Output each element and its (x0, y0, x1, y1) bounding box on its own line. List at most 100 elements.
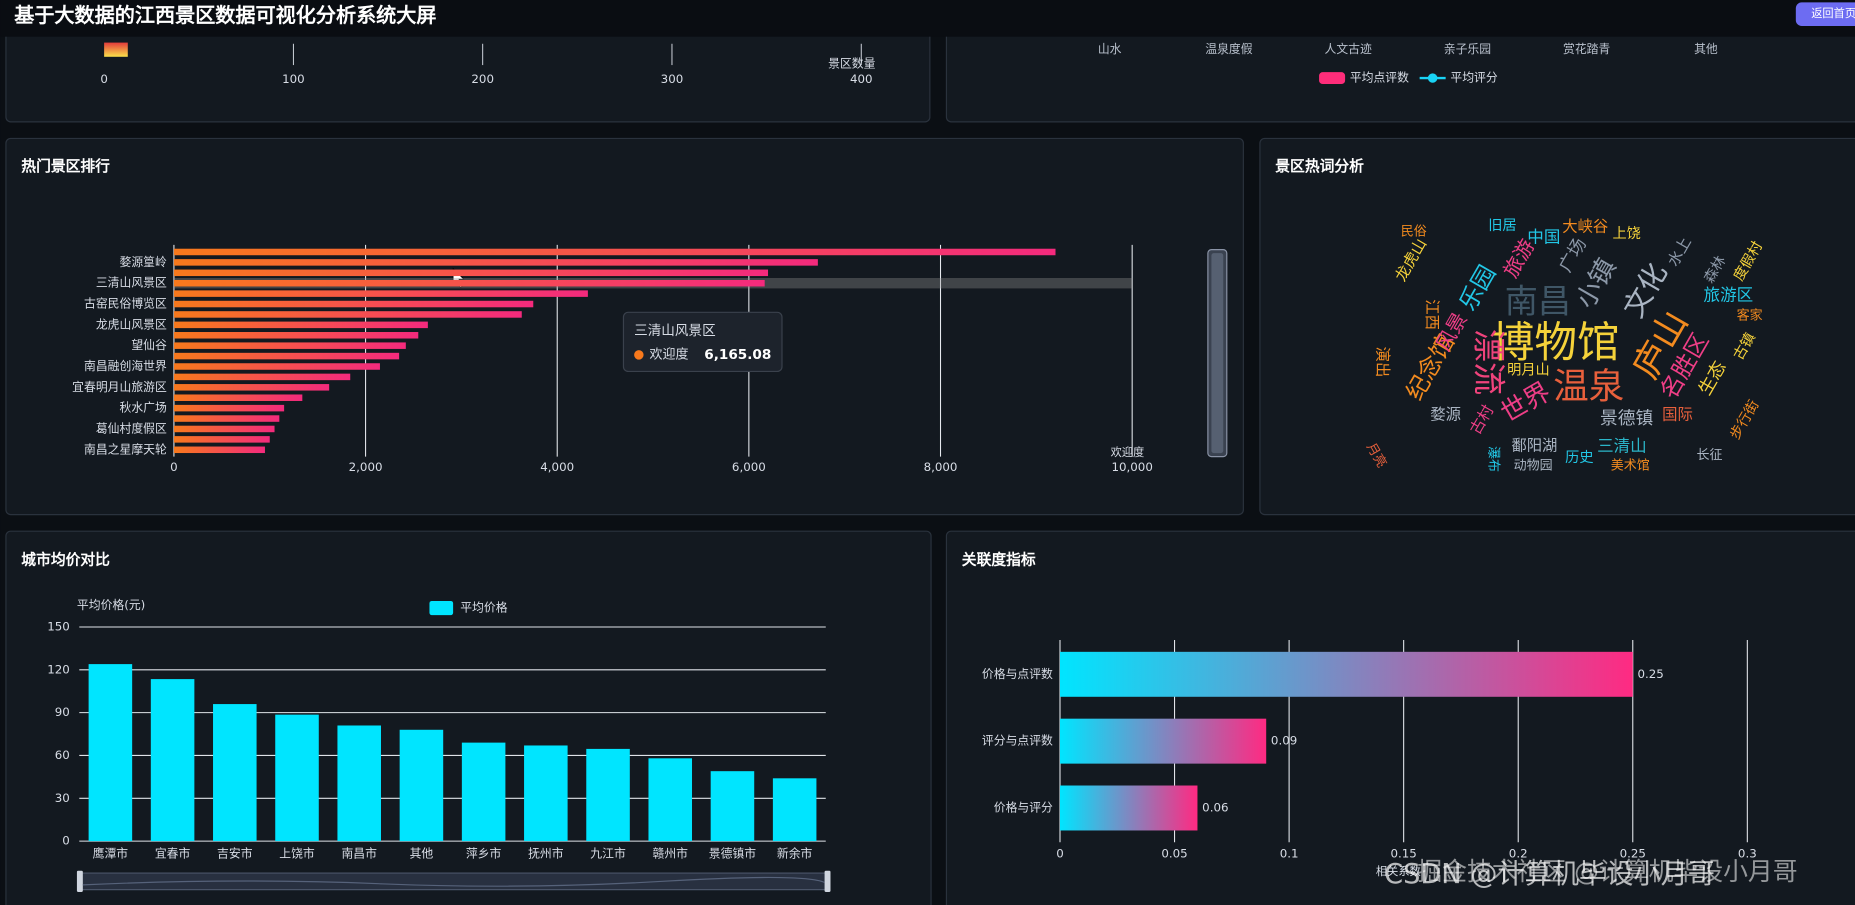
word: 民俗 (1401, 224, 1427, 239)
y-tick-label: 评分与点评数 (982, 734, 1053, 748)
word: 中国 (1527, 227, 1560, 246)
bar (173, 290, 588, 297)
data-zoom-handle[interactable] (76, 870, 83, 892)
word: 瀑布 (1485, 446, 1500, 472)
bar (213, 704, 257, 842)
tooltip-value: 6,165.08 (704, 347, 771, 363)
word: 长征 (1696, 448, 1722, 463)
home-button-label[interactable]: 返回首页 (1811, 6, 1855, 20)
x-tick-label: 吉安市 (217, 847, 253, 861)
legend-swatch (1319, 72, 1346, 84)
word: 温泉 (1553, 366, 1624, 407)
x-tick-label: 8,000 (924, 460, 958, 474)
watermark: 掘金技术社区 @计算机毕设小月哥 (1417, 857, 1797, 886)
value-label: 0.06 (1202, 800, 1228, 814)
bar (337, 725, 381, 842)
bar (1059, 718, 1267, 764)
page-title: 基于大数据的江西景区数据可视化分析系统大屏 (14, 3, 436, 27)
bar (173, 342, 406, 349)
panel-title: 热门景区排行 (21, 157, 110, 175)
x-tick-label: 0 (1056, 847, 1064, 861)
panel-title: 景区热词分析 (1275, 157, 1364, 175)
x-tick-label: 300 (661, 72, 684, 86)
y-tick-label: 价格与评分 (994, 800, 1053, 814)
word: 漂流 (1470, 329, 1509, 395)
bar (710, 771, 755, 842)
word: 鄱阳湖 (1511, 436, 1557, 454)
home-button[interactable] (1795, 2, 1855, 27)
y-tick-label: 古窑民俗博览区 (84, 297, 167, 311)
y-tick-label: 30 (55, 791, 70, 805)
bar (173, 332, 419, 339)
y-tick-label: 望仙谷 (131, 338, 167, 352)
x-tick-label: 鹰潭市 (93, 847, 129, 861)
bar (173, 259, 818, 266)
bar (275, 714, 319, 842)
x-axis-label: 景区数量 (828, 56, 875, 70)
x-tick-label: 宜春市 (155, 847, 191, 861)
x-tick-label: 0.3 (1738, 847, 1757, 861)
word: 上饶 (1612, 226, 1640, 242)
bar (173, 394, 303, 401)
x-tick-label: 赏花踏青 (1563, 42, 1610, 56)
x-tick-label: 100 (282, 72, 305, 86)
bar (173, 384, 330, 391)
tooltip-title: 三清山风景区 (634, 323, 716, 339)
x-axis-label: 相关系数 (1376, 864, 1421, 878)
x-tick-label: 上饶市 (279, 847, 315, 861)
x-tick-label: 人文古迹 (1325, 42, 1372, 56)
bar (173, 373, 351, 381)
y-tick-label: 价格与点评数 (982, 667, 1053, 681)
y-tick-label: 龙虎山风景区 (96, 317, 167, 331)
legend-label: 平均评分 (1450, 71, 1497, 85)
y-tick-label: 秋水广场 (119, 401, 166, 415)
word: 国际 (1662, 406, 1693, 424)
y-tick-label: 葛仙村度假区 (96, 421, 167, 435)
bar (88, 664, 133, 842)
y-tick-label: 南昌融创海世界 (84, 359, 167, 373)
visual-map (104, 42, 128, 57)
word: 历史 (1565, 450, 1593, 466)
word: 客家 (1737, 307, 1763, 323)
word: 博物馆 (1492, 318, 1620, 368)
bar (648, 758, 693, 842)
panel-title: 关联度指标 (962, 551, 1036, 569)
bar (173, 415, 280, 422)
y-tick-label: 120 (47, 662, 70, 676)
x-tick-label: 2,000 (349, 460, 383, 474)
bar (399, 729, 444, 842)
x-tick-label: 萍乡市 (466, 847, 502, 861)
x-tick-label: 200 (471, 72, 494, 86)
y-tick-label: 南昌之星摩天轮 (84, 442, 167, 456)
y-tick-label: 150 (47, 619, 70, 633)
bar (1059, 785, 1198, 831)
x-tick-label: 新余市 (777, 847, 813, 861)
bar (173, 446, 265, 454)
tooltip (622, 311, 783, 373)
tooltip-name: 欢迎度 (649, 346, 688, 362)
x-tick-label: 10,000 (1111, 460, 1152, 474)
x-tick-label: 抚州市 (528, 847, 564, 861)
bar (772, 778, 817, 842)
bar (1059, 651, 1633, 697)
y-tick-label: 三清山风景区 (96, 276, 167, 290)
bar (173, 404, 285, 412)
x-tick-label: 6,000 (732, 460, 766, 474)
y-axis-label: 平均价格(元) (77, 598, 145, 612)
x-tick-label: 0 (170, 460, 178, 474)
bar (173, 436, 270, 443)
x-tick-label: 0.2 (1509, 847, 1528, 861)
x-tick-label: 温泉度假 (1205, 42, 1252, 56)
y-tick-label: 60 (55, 748, 70, 762)
watermark: CSDN @计算机毕设小月哥 (1384, 859, 1715, 890)
data-zoom-handle[interactable] (824, 870, 831, 892)
bar (524, 745, 568, 842)
word: 大峡谷 (1562, 218, 1608, 236)
legend-swatch (1427, 73, 1438, 83)
x-tick-label: 0.15 (1390, 847, 1416, 861)
bar (173, 300, 534, 308)
x-tick-label: 九江市 (590, 847, 626, 861)
data-zoom-handle[interactable] (1211, 253, 1224, 454)
x-tick-label: 0.25 (1620, 847, 1646, 861)
